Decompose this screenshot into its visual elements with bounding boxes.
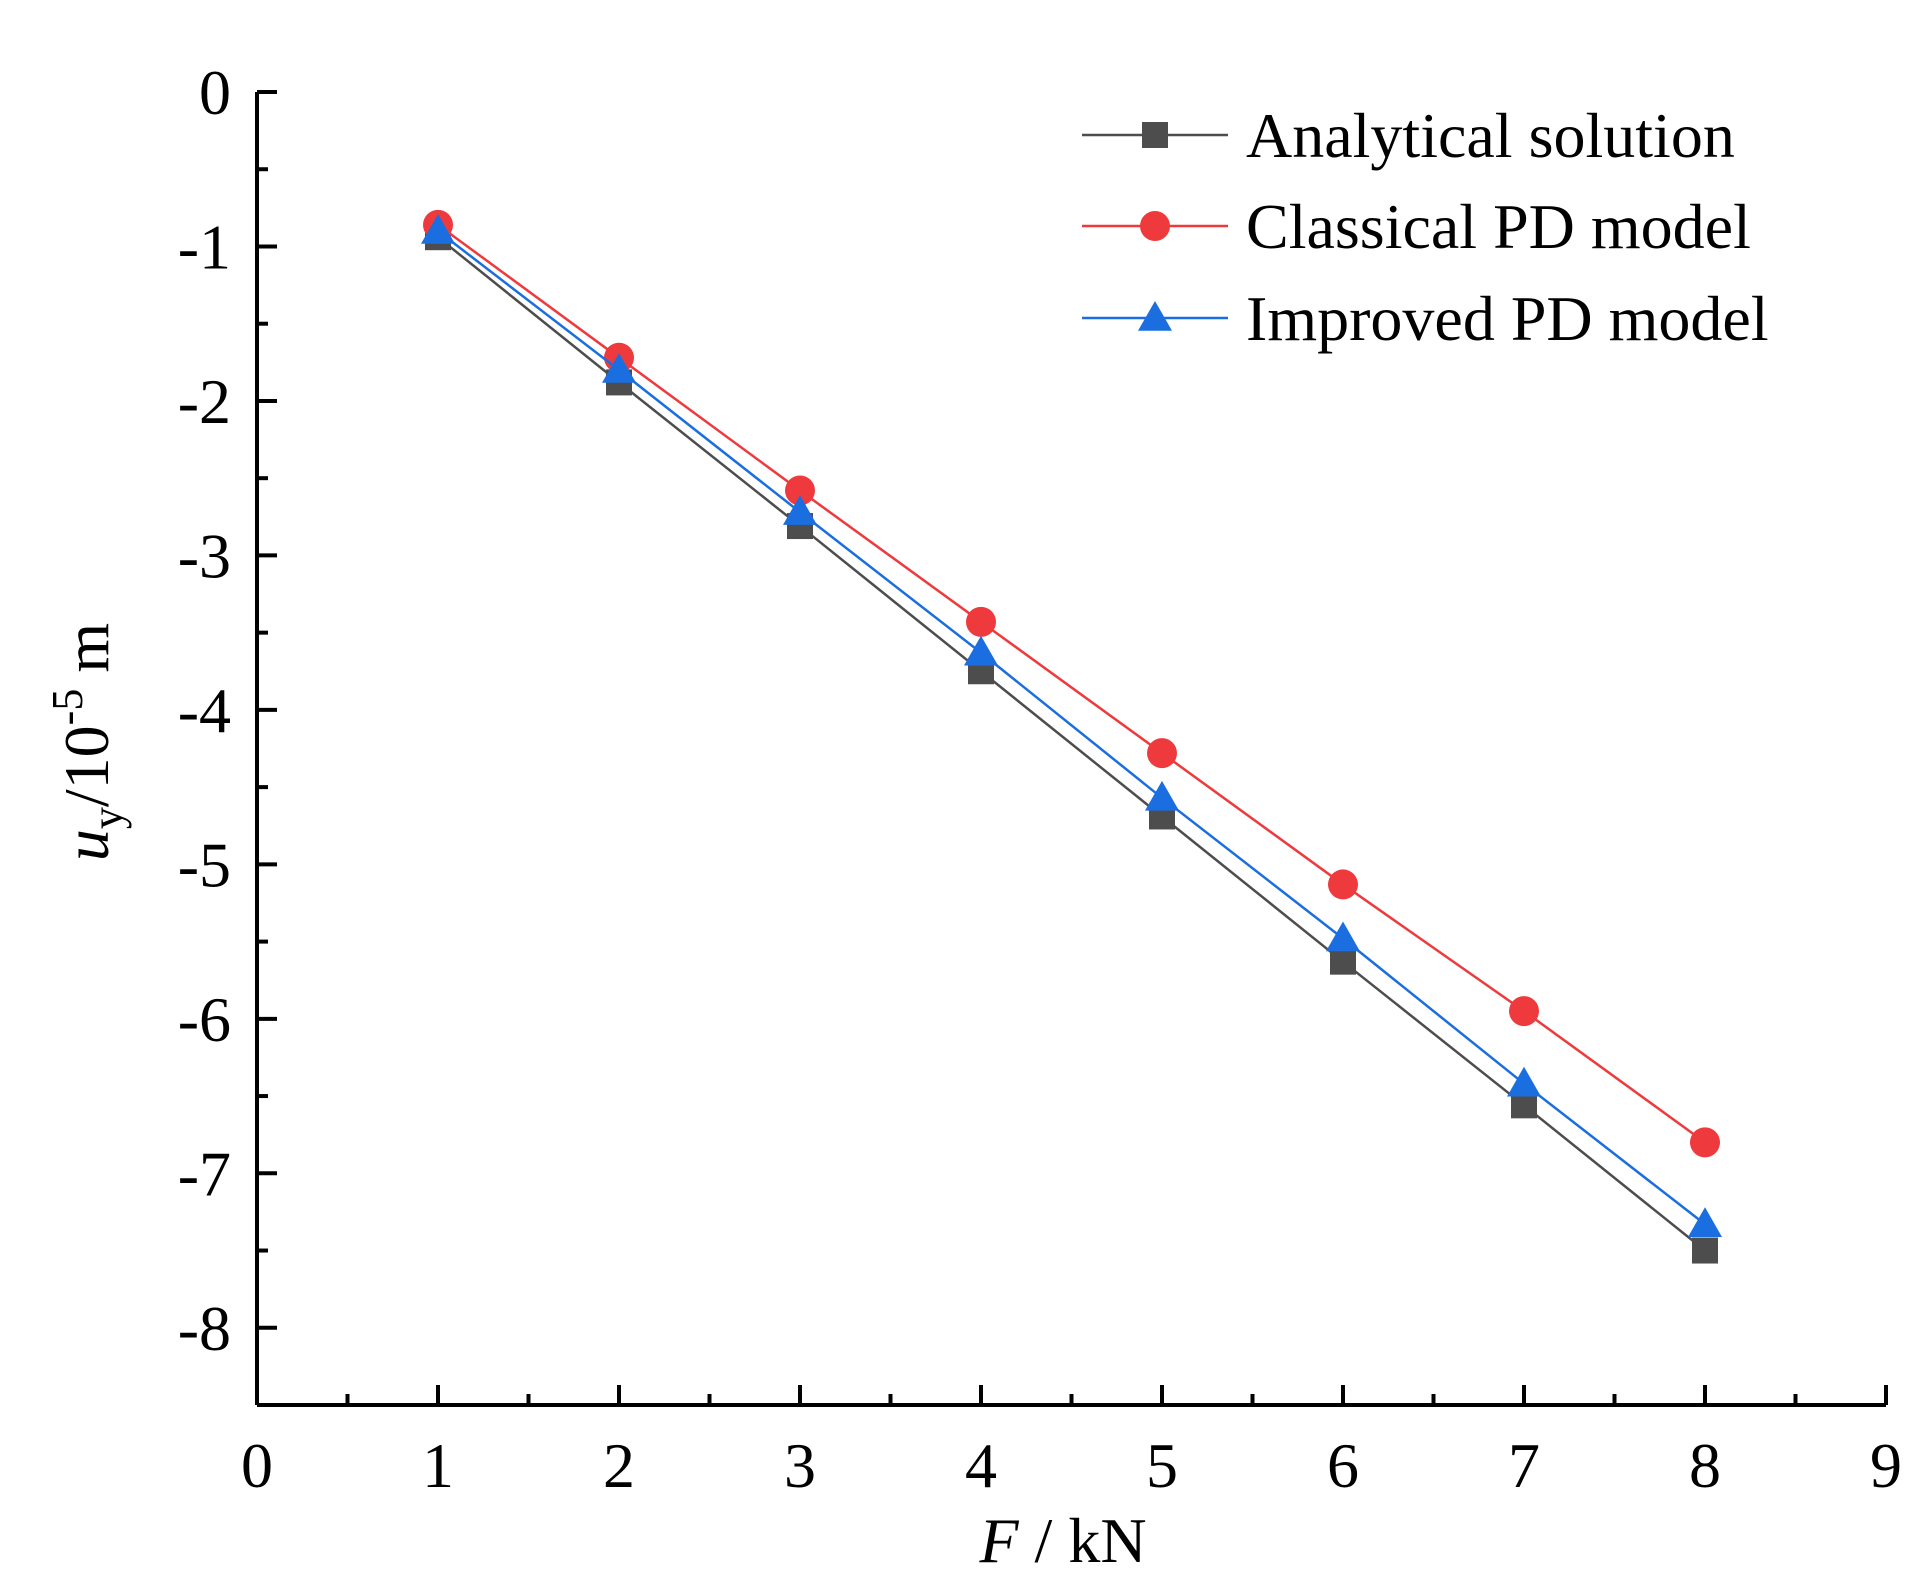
data-point [1692,1237,1718,1264]
data-point [1145,780,1179,811]
x-tick-label: 6 [1327,1430,1359,1501]
y-tick-label: -2 [178,366,231,437]
data-point [785,475,815,506]
y-tick-label: -8 [178,1293,231,1364]
legend-label: Analytical solution [1246,100,1735,171]
data-point [421,214,455,244]
data-point [966,606,996,637]
y-tick-label: -5 [178,829,231,900]
x-tick-label: 5 [1146,1430,1178,1501]
y-tick-label: -7 [178,1138,231,1209]
y-tick-label: -3 [178,520,231,591]
data-point [1690,1127,1720,1158]
legend-item: Analytical solution [1082,100,1735,171]
legend-label: Classical PD model [1246,191,1751,262]
data-point [602,353,636,383]
x-axis-unit: / kN [1019,1505,1147,1576]
legend: Analytical solution Classical PD model Imp… [1082,100,1769,354]
series-layer [421,209,1722,1264]
x-tick-label: 0 [241,1430,273,1501]
y-tick-label: -4 [178,675,231,746]
x-tick-label: 7 [1508,1430,1540,1501]
legend-marker [1140,211,1170,241]
data-point [783,495,817,525]
legend-marker [1142,122,1168,148]
x-tick-label: 8 [1689,1430,1721,1501]
x-tick-label: 9 [1870,1430,1902,1501]
legend-item: Improved PD model [1082,283,1769,354]
x-tick-label: 4 [965,1430,997,1501]
data-point [1147,738,1177,769]
y-axis-scale: /10 [51,725,122,807]
y-axis-subscript: y [83,807,132,829]
data-point [964,635,998,666]
legend-label: Improved PD model [1246,283,1769,354]
y-axis-exponent: -5 [43,689,92,726]
y-axis-variable: u [51,829,122,861]
x-tick-label: 1 [422,1430,454,1501]
x-axis-variable: F [978,1505,1019,1576]
series-improved-pd-model [421,214,1722,1238]
data-point [1507,1066,1541,1097]
y-tick-label: -6 [178,984,231,1055]
data-point [1326,921,1360,952]
y-tick-label: -1 [178,211,231,282]
x-tick-label: 3 [784,1430,816,1501]
y-tick-label: 0 [199,57,231,128]
axes: 0 1 2 3 4 5 6 7 8 9 0 -1 -2 -3 -4 -5 -6 -7 -8 [178,57,1902,1501]
x-tick-label: 2 [603,1430,635,1501]
series-line [437,230,1706,1226]
data-point [1330,948,1356,975]
legend-marker [1138,301,1172,331]
series-analytical-solution [425,224,1718,1264]
legend-item: Classical PD model [1082,191,1751,262]
series-line [437,236,1706,1252]
y-axis-unit: m [51,623,122,689]
data-point [1509,996,1539,1027]
series-line [437,223,1706,1144]
data-point [1328,869,1358,900]
data-point [1511,1092,1537,1119]
x-axis-title: F / kN [978,1505,1146,1576]
y-axis-title: uy/10-5 m [43,623,132,861]
data-point [1688,1207,1722,1238]
